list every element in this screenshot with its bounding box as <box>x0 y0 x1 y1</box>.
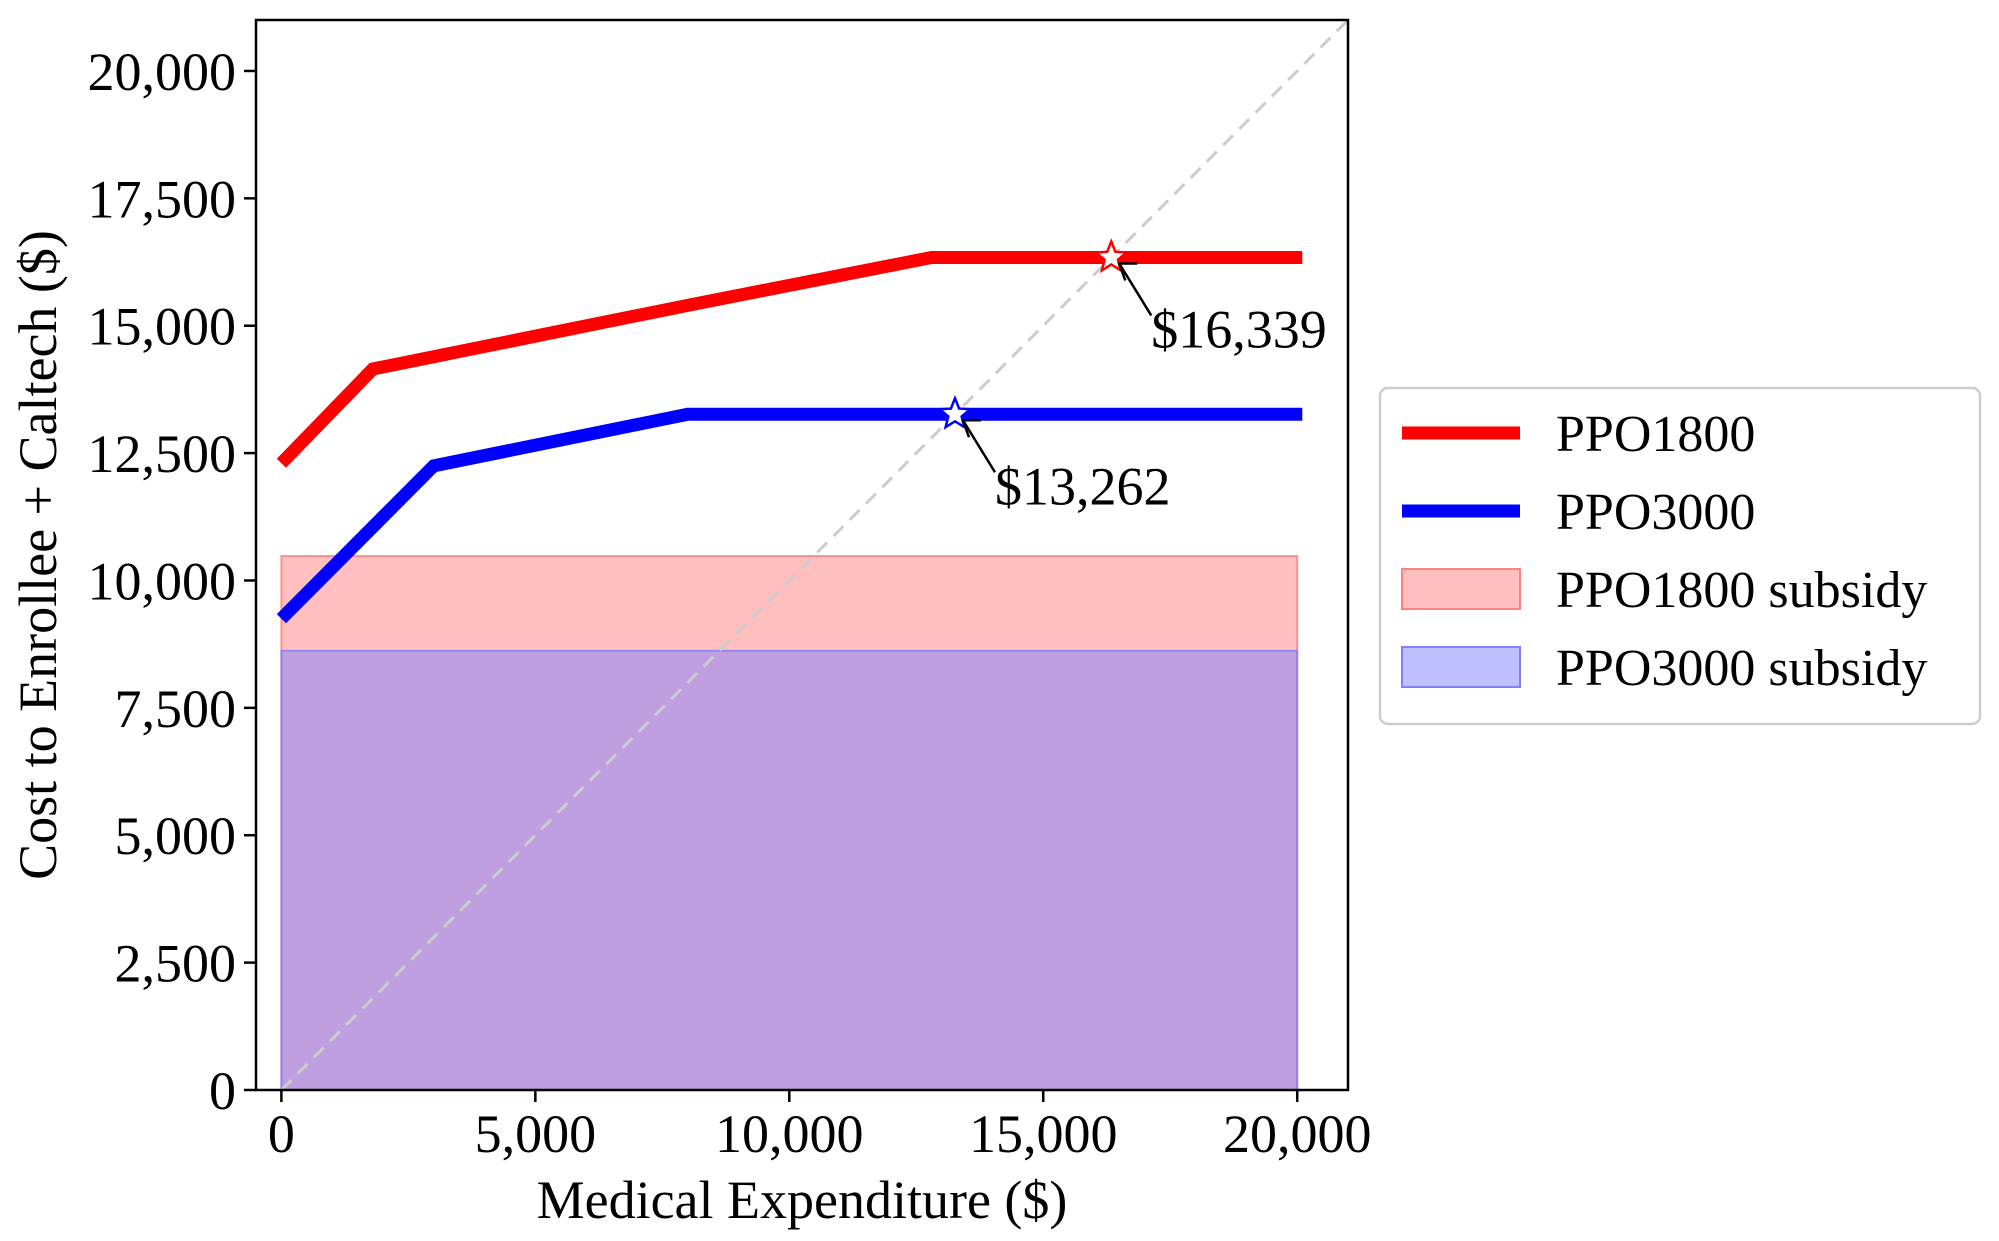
legend-label: PPO3000 subsidy <box>1556 640 1927 697</box>
legend-label: PPO1800 <box>1556 406 1755 463</box>
legend-swatch-ppo1800-subsidy <box>1401 568 1521 610</box>
legend-label: PPO1800 subsidy <box>1556 562 1927 619</box>
annotation-arrow-1 <box>961 419 997 473</box>
y-tick-label: 12,500 <box>88 424 237 484</box>
x-tick-label: 5,000 <box>475 1104 597 1164</box>
plot-frame <box>254 18 1350 1092</box>
annotation-label-1: $13,262 <box>995 456 1171 516</box>
star-marker-1 <box>936 394 974 430</box>
y-tick-label: 10,000 <box>88 551 237 611</box>
annotation-arrowhead-0 <box>1117 262 1138 281</box>
y-tick-label: 2,500 <box>115 934 237 994</box>
y-tick-label: 15,000 <box>88 297 237 357</box>
x-tick-label: 15,000 <box>969 1104 1118 1164</box>
x-tick-label: 20,000 <box>1223 1104 1372 1164</box>
series-line-ppo1800 <box>276 250 1303 468</box>
annotation-label-0: $16,339 <box>1151 299 1327 359</box>
legend-label: PPO3000 <box>1556 484 1755 541</box>
x-tick-label: 10,000 <box>715 1104 864 1164</box>
y-axis-label: Cost to Enrollee + Caltech ($) <box>8 230 68 880</box>
series-line-ppo3000 <box>276 407 1303 624</box>
y-tick-label: 0 <box>209 1061 236 1121</box>
annotation-arrow-0 <box>1118 262 1153 317</box>
y-tick-label: 20,000 <box>88 42 237 102</box>
y-tick-label: 5,000 <box>115 806 237 866</box>
x-axis-label: Medical Expenditure ($) <box>537 1170 1068 1230</box>
y-tick-label: 17,500 <box>88 169 237 229</box>
y-tick-label: 7,500 <box>115 679 237 739</box>
annotation-arrowhead-1 <box>961 419 981 438</box>
area-ppo3000-subsidy <box>280 649 1299 1090</box>
x-tick-label: 0 <box>268 1104 295 1164</box>
legend-swatch-ppo3000-subsidy <box>1401 646 1521 688</box>
star-marker-0 <box>1092 238 1130 274</box>
legend-box <box>1378 386 1982 726</box>
